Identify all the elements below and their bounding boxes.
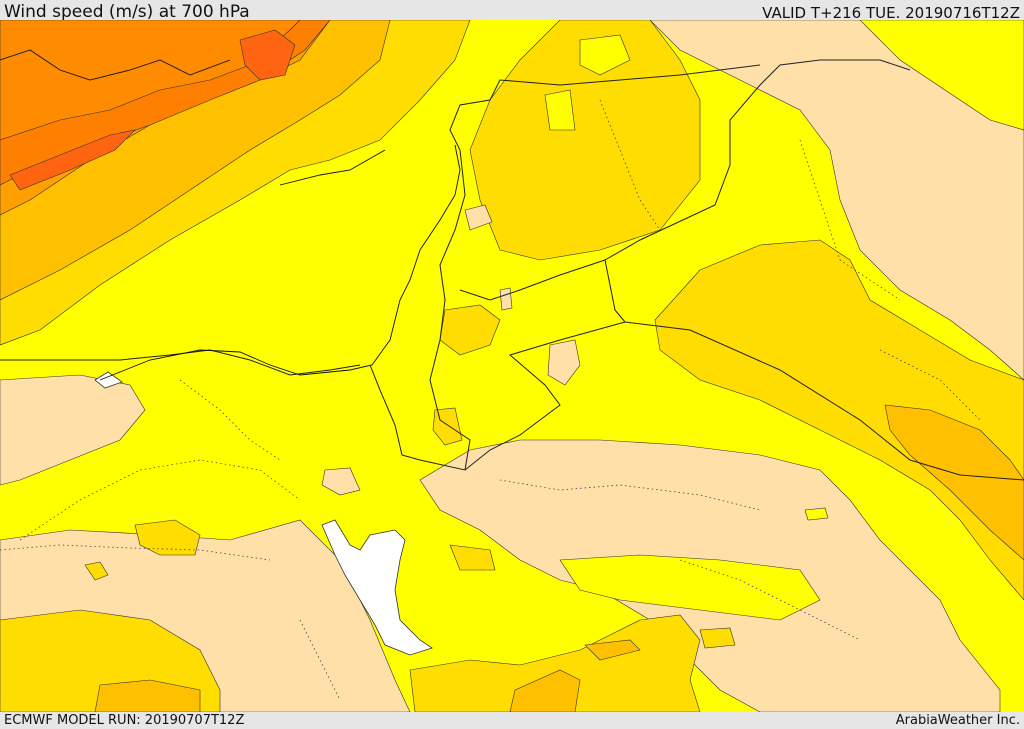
wind-band-south [409, 614, 701, 712]
header-bar [0, 0, 1024, 20]
wind-patches [321, 34, 829, 649]
wind-band-nw [0, 20, 471, 346]
model-run-label: ECMWF MODEL RUN: 20190707T12Z [4, 713, 245, 728]
wind-speed-map [0, 20, 1024, 712]
credit-label: ArabiaWeather Inc. [895, 713, 1020, 728]
footer-bar [0, 712, 1024, 729]
wind-band-ne [469, 20, 1024, 381]
wind-band-east [654, 239, 1024, 601]
coastlines [0, 49, 461, 381]
red-sea-area [94, 371, 433, 656]
country-borders [0, 59, 1024, 481]
wind-band-se [419, 439, 1001, 712]
valid-time-label: VALID T+216 TUE. 20190716T12Z [762, 4, 1020, 22]
map-title: Wind speed (m/s) at 700 hPa [4, 2, 250, 22]
province-borders [0, 99, 981, 701]
